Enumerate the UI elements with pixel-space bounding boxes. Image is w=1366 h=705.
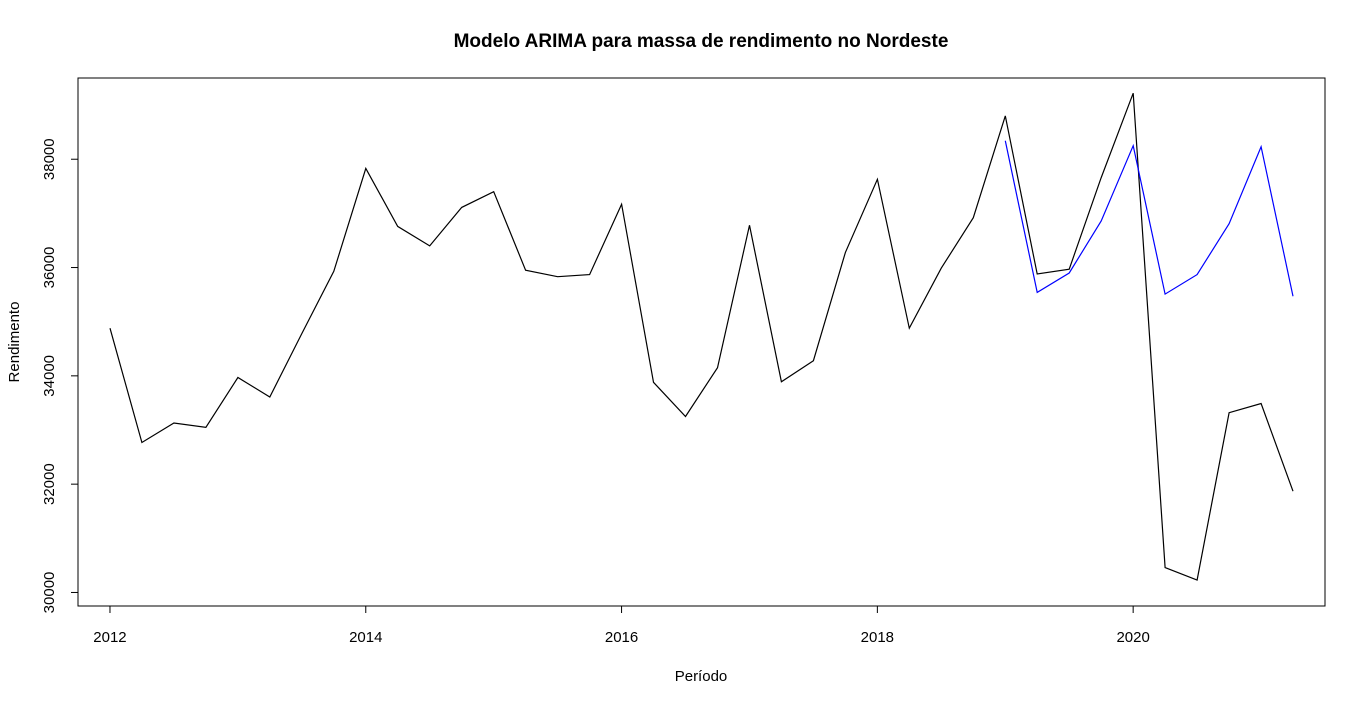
y-tick-label: 30000 (41, 572, 58, 614)
x-axis-label: Período (675, 668, 728, 685)
x-tick-label: 2016 (605, 629, 638, 646)
x-axis: 2012 2014 2016 2018 2020 (93, 605, 1150, 646)
y-tick-label: 38000 (41, 138, 58, 180)
series-line-observed (109, 92, 1294, 581)
chart-title: Modelo ARIMA para massa de rendimento no… (454, 31, 949, 52)
y-axis-label: Rendimento (6, 302, 23, 383)
y-axis: 30000 32000 34000 36000 38000 (41, 138, 79, 614)
x-tick-label: 2014 (349, 629, 382, 646)
series-layer (109, 92, 1294, 581)
x-tick-label: 2018 (861, 629, 894, 646)
y-tick-label: 36000 (41, 247, 58, 289)
x-tick-label: 2012 (93, 629, 126, 646)
x-tick-label: 2020 (1116, 629, 1149, 646)
y-tick-label: 34000 (41, 355, 58, 397)
series-line-forecast (1004, 140, 1294, 297)
y-tick-label: 32000 (41, 463, 58, 505)
